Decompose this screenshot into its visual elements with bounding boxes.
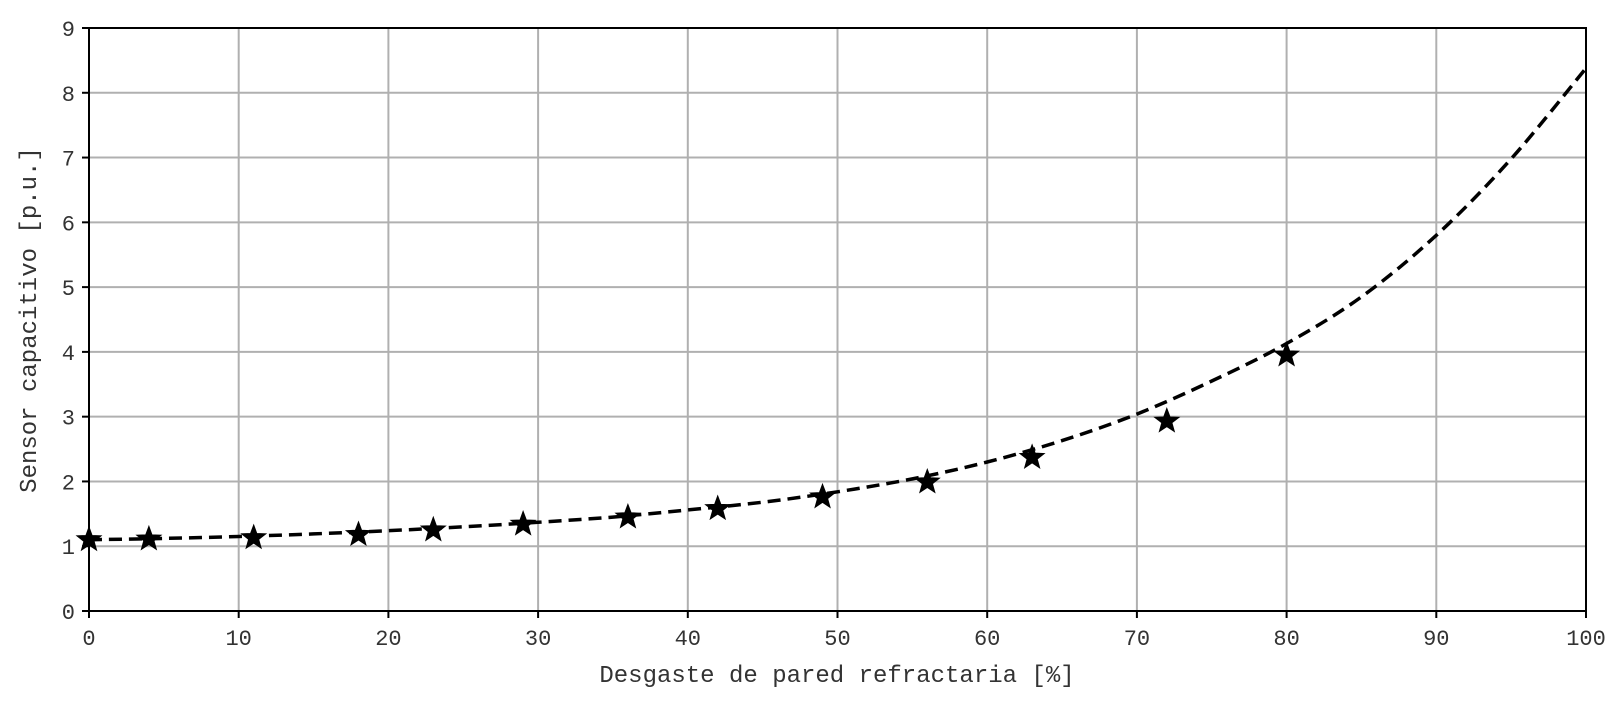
axis-ticks [82,27,1587,618]
data-point-star [419,515,447,542]
y-tick-label: 4 [62,342,75,367]
x-tick-label: 60 [974,627,1000,652]
x-tick-label: 40 [675,627,701,652]
x-tick-label: 90 [1423,627,1449,652]
data-point-star [344,520,372,547]
data-point-star [1018,443,1046,469]
data-point-star [135,524,163,551]
x-tick-label: 10 [225,627,251,652]
data-point-star [913,467,941,494]
y-tick-label: 2 [62,471,75,496]
x-tick-label: 80 [1273,627,1299,652]
y-tick-label: 5 [62,277,75,302]
x-tick-label: 20 [375,627,401,652]
x-tick-label: 0 [82,627,95,652]
y-axis-label: Sensor capacitivo [p.u.] [17,147,44,493]
y-tick-label: 6 [62,212,75,237]
data-point-star [509,510,537,536]
data-point-star [704,494,732,521]
y-tick-label: 8 [62,83,75,108]
x-tick-label: 70 [1124,627,1150,652]
y-tick-labels: 0 1 2 3 4 5 6 7 8 9 [62,18,75,626]
y-tick-label: 7 [62,148,75,173]
data-point-star [809,482,836,509]
data-point-star [614,502,642,529]
x-axis-label: Desgaste de pared refractaria [%] [599,663,1074,690]
x-tick-labels: 0 10 20 30 40 50 60 70 80 90 100 [82,627,1605,652]
data-point-star [1153,407,1181,433]
y-tick-label: 1 [62,536,75,561]
data-markers-layer [75,340,1301,552]
data-point-star [1273,340,1301,367]
y-tick-label: 9 [62,18,75,43]
x-tick-label: 30 [525,627,551,652]
x-tick-label: 50 [824,627,850,652]
x-tick-label: 100 [1566,627,1606,652]
y-tick-label: 0 [62,601,75,626]
data-point-star [240,523,268,550]
y-tick-label: 3 [62,407,75,432]
